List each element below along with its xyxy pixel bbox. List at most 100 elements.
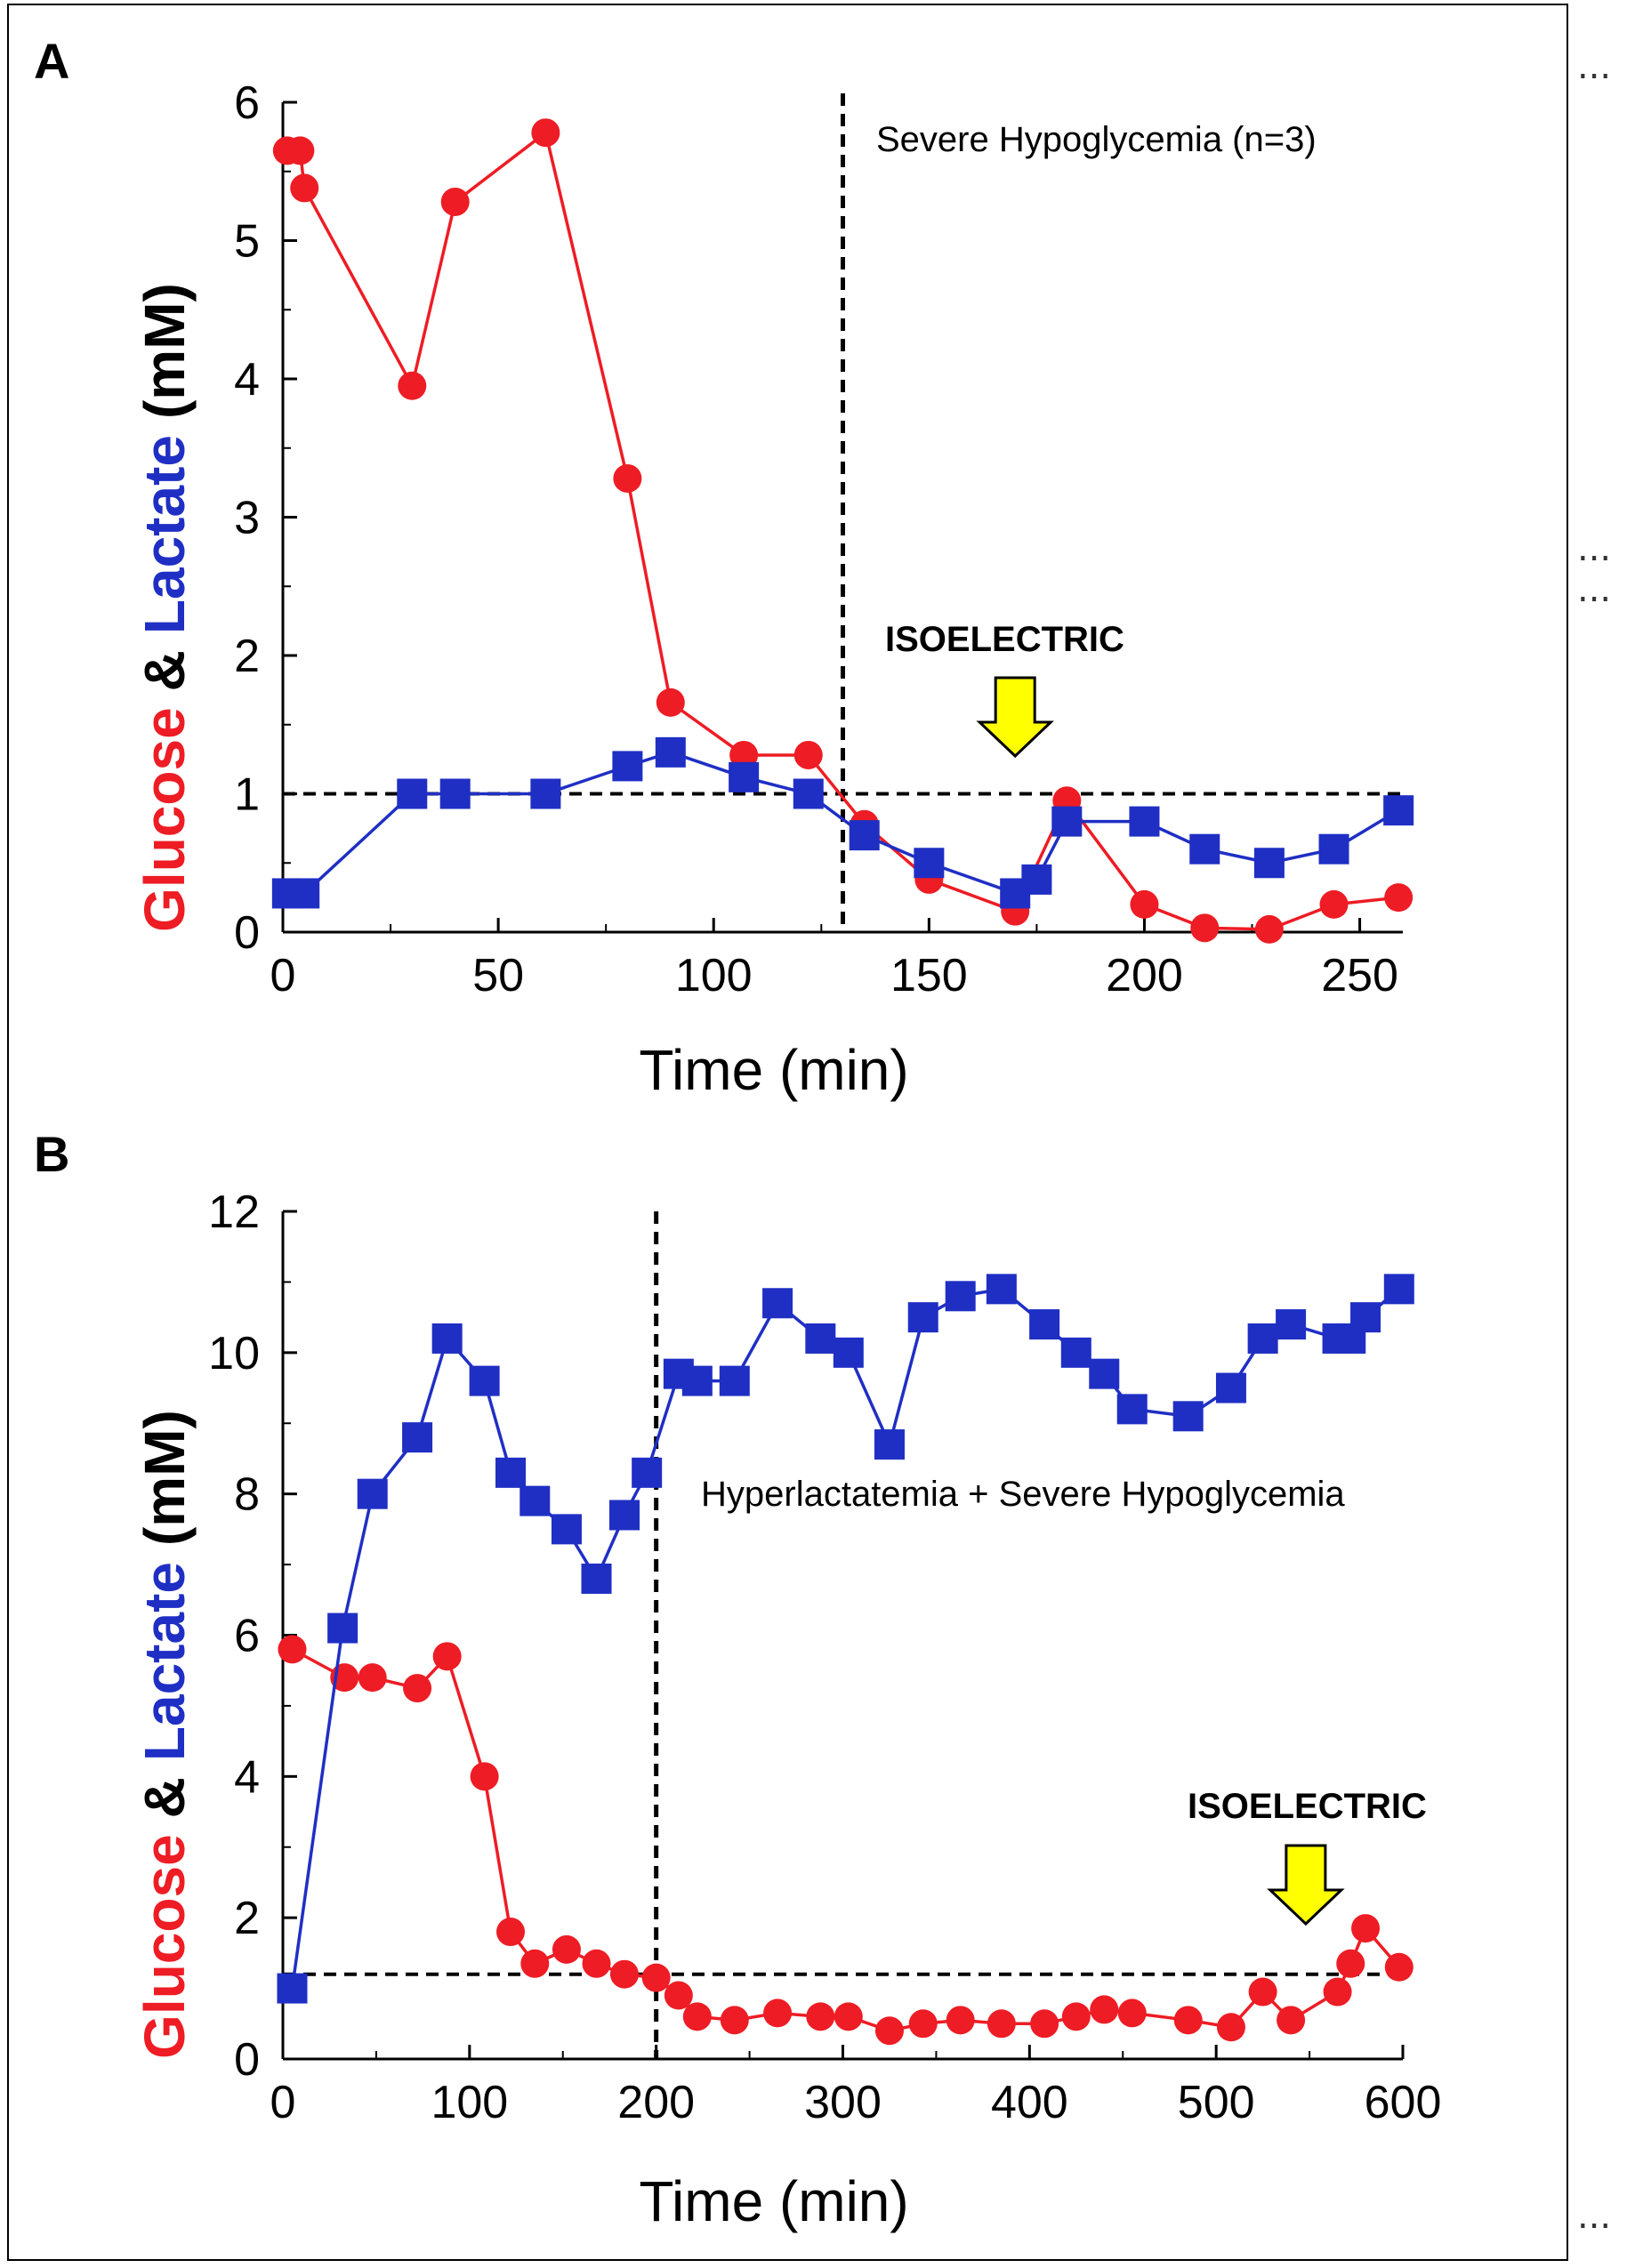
panel-a-x-axis-label: Time (min) xyxy=(639,1038,908,1102)
panel-a-glucose-point xyxy=(656,688,685,717)
panel-b-glucose-point xyxy=(1117,1999,1147,2028)
panel-b-lactate-point xyxy=(1060,1337,1091,1368)
panel-b-glucose-point xyxy=(1351,1914,1381,1943)
panel-b-lactate-point xyxy=(495,1457,526,1488)
panel-b-glucose-point xyxy=(908,2009,938,2039)
panel-b-y-tick-label: 8 xyxy=(234,1469,260,1521)
panel-a-y-tick-label: 6 xyxy=(234,77,260,129)
panel-b-glucose-point xyxy=(720,2006,749,2035)
panel-b-lactate-point xyxy=(1089,1358,1120,1389)
panel-b-lactate-point xyxy=(608,1500,640,1531)
panel-b-lactate-point xyxy=(520,1485,551,1516)
panel-b-glucose-point xyxy=(874,2016,904,2046)
panel-a-x-tick-label: 50 xyxy=(472,950,524,1001)
panel-b-lactate-point xyxy=(833,1337,864,1368)
panel-a-y-tick-label: 5 xyxy=(234,216,260,268)
panel-a-y-axis-label: Glucose & Lactate (mM) xyxy=(133,283,197,932)
panel-a-lactate-point xyxy=(1051,806,1083,837)
panel-a-lactate-point xyxy=(530,778,561,809)
panel-b-ylabel-and: & xyxy=(133,1777,197,1818)
panel-b: B Hyperlactatemia + Severe Hypoglycemia … xyxy=(34,1126,1441,2233)
panel-a-isoelectric-label: ISOELECTRIC xyxy=(885,620,1124,659)
panel-a-lactate-point xyxy=(1021,864,1052,895)
panel-a-glucose-point xyxy=(1190,913,1220,943)
panel-b-lactate-point xyxy=(986,1274,1017,1305)
side-mark: ... xyxy=(1577,569,1611,610)
panel-b-x-tick-label: 0 xyxy=(270,2077,296,2128)
panel-b-glucose-point xyxy=(834,2002,863,2031)
panel-b-lactate-point xyxy=(277,1973,308,2004)
panel-a-lactate-point xyxy=(1189,833,1220,865)
panel-b-glucose-point xyxy=(641,1963,671,1992)
panel-b-lactate-point xyxy=(907,1302,938,1333)
panel-b-lactate-point xyxy=(469,1365,500,1396)
panel-a-lactate-point xyxy=(655,736,686,768)
panel-a-y-tick-label: 0 xyxy=(234,907,260,959)
panel-b-lactate-point xyxy=(1383,1274,1414,1305)
panel-b-lactate-point xyxy=(402,1422,433,1453)
panel-a-lactate-point xyxy=(1318,833,1349,865)
panel-a-y-tick-label: 4 xyxy=(234,354,260,406)
panel-b-y-tick-label: 0 xyxy=(234,2034,260,2086)
panel-a-y-tick-label: 1 xyxy=(234,769,260,821)
panel-a-lactate-point xyxy=(793,778,824,809)
panel-b-y-tick-label: 4 xyxy=(234,1751,260,1803)
panel-b-glucose-point xyxy=(520,1949,550,1978)
panel-b-ylabel-glucose: Glucose xyxy=(133,1834,197,2059)
panel-b-lactate-point xyxy=(551,1514,582,1545)
panel-b-glucose-point xyxy=(987,2009,1016,2039)
panel-b-x-tick-label: 300 xyxy=(804,2077,882,2128)
panel-a-glucose-point xyxy=(290,173,319,203)
figure-frame xyxy=(7,4,1568,2261)
panel-b-lactate-point xyxy=(431,1323,463,1354)
panel-b-x-tick-label: 200 xyxy=(617,2077,695,2128)
panel-b-annotation: Hyperlactatemia + Severe Hypoglycemia xyxy=(701,1475,1345,1514)
panel-b-glucose-point xyxy=(664,1981,693,2010)
panel-a-y-tick-label: 2 xyxy=(234,631,260,682)
panel-b-y-axis-label: Glucose & Lactate (mM) xyxy=(133,1410,197,2059)
panel-b-glucose-point xyxy=(1384,1952,1414,1982)
panel-a-lactate-point xyxy=(1129,806,1160,837)
panel-b-lactate-point xyxy=(945,1281,976,1312)
panel-b-glucose-point xyxy=(403,1674,432,1703)
panel-b-lactate-point xyxy=(762,1288,793,1319)
panel-b-glucose-point xyxy=(763,1999,793,2028)
panel-a-ylabel-lactate: Lactate xyxy=(133,435,197,634)
panel-b-x-axis-label: Time (min) xyxy=(639,2169,908,2233)
panel-b-glucose-point xyxy=(1030,2009,1059,2039)
panel-b-isoelectric-label: ISOELECTRIC xyxy=(1188,1787,1427,1826)
panel-a-glucose-point xyxy=(793,740,823,769)
panel-a-lactate-point xyxy=(849,820,880,851)
panel-b-y-tick-label: 12 xyxy=(208,1186,260,1238)
panel-a-x-tick-label: 200 xyxy=(1106,950,1183,1001)
panel-b-lactate-point xyxy=(1116,1394,1148,1425)
panel-a: A Severe Hypoglycemia (n=3) ISOELECTRIC … xyxy=(34,33,1414,1102)
panel-b-glucose-point xyxy=(806,2002,835,2031)
panel-a-lactate-point xyxy=(612,751,643,782)
panel-b-glucose-point xyxy=(682,2002,712,2031)
panel-b-lactate-point xyxy=(357,1478,388,1509)
panel-b-glucose-point xyxy=(1277,2006,1306,2035)
panel-b-lactate-point xyxy=(327,1613,358,1644)
panel-a-x-tick-label: 250 xyxy=(1321,950,1398,1001)
panel-b-y-tick-label: 2 xyxy=(234,1893,260,1944)
panel-b-glucose-point xyxy=(358,1663,387,1693)
panel-b-lactate-point xyxy=(1350,1302,1381,1333)
panel-a-ylabel-units: (mM) xyxy=(133,283,197,419)
panel-b-lactate-point xyxy=(581,1563,612,1594)
panel-a-lactate-point xyxy=(439,778,471,809)
panel-a-glucose-point xyxy=(1384,883,1414,913)
panel-a-ylabel-glucose: Glucose xyxy=(133,707,197,932)
panel-b-glucose-point xyxy=(432,1642,462,1671)
panel-a-annotation: Severe Hypoglycemia (n=3) xyxy=(876,120,1317,159)
panel-b-glucose-point xyxy=(946,2006,975,2035)
panel-b-lactate-point xyxy=(719,1365,750,1396)
panel-a-glucose-point xyxy=(531,118,560,148)
panel-b-glucose-point xyxy=(278,1635,307,1664)
panel-b-glucose-point xyxy=(1216,2013,1245,2042)
panel-b-glucose-point xyxy=(1090,1995,1119,2024)
panel-b-x-tick-label: 500 xyxy=(1178,2077,1255,2128)
panel-b-glucose-point xyxy=(1061,2002,1091,2031)
panel-a-letter: A xyxy=(34,33,69,89)
